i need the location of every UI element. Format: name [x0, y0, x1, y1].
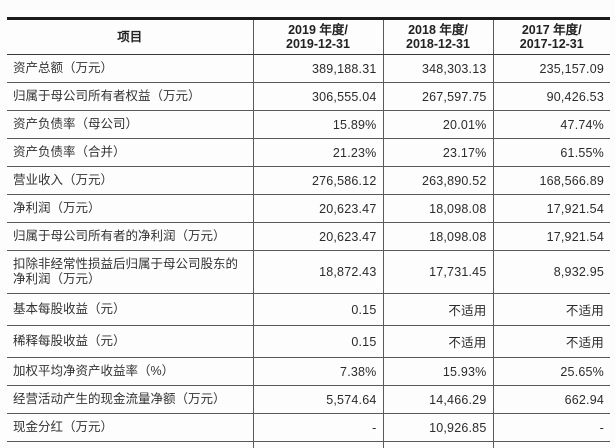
table-row-revenue: 营业收入（万元） 276,586.12 263,890.52 168,566.8… — [7, 166, 610, 195]
header-2019-line2: 2019-12-31 — [286, 37, 350, 51]
cell-2019: 0.15 — [253, 293, 384, 326]
row-label: 基本每股收益（元） — [7, 293, 254, 326]
cell-2019: 20,623.47 — [253, 194, 384, 223]
cell-2018: 263,890.52 — [383, 166, 494, 195]
cell-2018: 不适用 — [383, 325, 494, 358]
cell-2019: 5,574.64 — [253, 385, 384, 414]
table-row-debt-ratio-parent: 资产负债率（母公司） 15.89% 20.01% 47.74% — [7, 110, 610, 139]
cell-2017: 47.74% — [493, 110, 610, 139]
cell-2017: 17,921.54 — [493, 194, 610, 223]
cell-2018: 20.01% — [383, 110, 494, 139]
header-2018: 2018 年度/ 2018-12-31 — [383, 18, 494, 55]
cell-2017: 不适用 — [493, 293, 610, 326]
cell-2017: 168,566.89 — [493, 166, 610, 195]
row-label: 经营活动产生的现金流量净额（万元） — [7, 385, 254, 414]
table-row-diluted-eps: 稀释每股收益（元） 0.15 不适用 不适用 — [7, 325, 610, 358]
cell-2019: 15.89% — [253, 110, 384, 139]
cell-2017: 不适用 — [493, 325, 610, 358]
cell-2018: 15.93% — [383, 357, 494, 386]
cell-2017: 662.94 — [493, 385, 610, 414]
header-2017-line2: 2017-12-31 — [519, 37, 584, 51]
row-label: 加权平均净资产收益率（%） — [7, 357, 254, 386]
cell-2018: 348,303.13 — [383, 54, 494, 83]
header-item: 项目 — [7, 18, 254, 55]
header-2019-line1: 2019 年度/ — [288, 23, 348, 37]
cell-2019: 20,623.47 — [253, 222, 384, 251]
header-item-label: 项目 — [117, 30, 143, 44]
table-row-net-profit-excl-nonrecurring: 扣除非经常性损益后归属于母公司股东的净利润（万元） 18,872.43 17,7… — [7, 250, 610, 294]
header-2017-line1: 2017 年度/ — [521, 23, 582, 37]
row-label: 稀释每股收益（元） — [7, 325, 254, 358]
cell-2018: 267,597.75 — [383, 82, 494, 111]
table-row-total-assets: 资产总额（万元） 389,188.31 348,303.13 235,157.0… — [7, 54, 610, 83]
cell-2017: 8,932.95 — [493, 250, 610, 294]
table-row-operating-cash-flow: 经营活动产生的现金流量净额（万元） 5,574.64 14,466.29 662… — [7, 385, 610, 414]
cell-2019: 276,586.12 — [253, 166, 384, 195]
table-row-rd-ratio: 研发投入占营业收入的比例（%） 5.97% 4.48% 3.24% — [7, 441, 610, 448]
row-label: 净利润（万元） — [7, 194, 254, 223]
row-label: 归属于母公司所有者权益（万元） — [7, 82, 254, 111]
row-label: 现金分红（万元） — [7, 413, 254, 442]
header-2019: 2019 年度/ 2019-12-31 — [253, 18, 384, 55]
table-header: 项目 2019 年度/ 2019-12-31 2018 年度/ 2018-12-… — [7, 18, 610, 55]
cell-2018: 不适用 — [383, 293, 494, 326]
cell-2018: 10,926.85 — [383, 413, 494, 442]
row-label: 资产负债率（合并） — [7, 138, 254, 167]
cell-2018: 18,098.08 — [383, 222, 494, 251]
header-2018-line1: 2018 年度/ — [408, 23, 468, 37]
cell-2018: 23.17% — [383, 138, 494, 167]
cell-2017: 61.55% — [493, 138, 610, 167]
cell-2018: 4.48% — [383, 441, 494, 448]
header-row: 项目 2019 年度/ 2019-12-31 2018 年度/ 2018-12-… — [7, 18, 610, 55]
cell-2017: 17,921.54 — [493, 222, 610, 251]
table-row-cash-dividend: 现金分红（万元） - 10,926.85 - — [7, 413, 610, 442]
table-row-basic-eps: 基本每股收益（元） 0.15 不适用 不适用 — [7, 293, 610, 326]
cell-2019: 306,555.04 — [253, 82, 384, 111]
row-label: 扣除非经常性损益后归属于母公司股东的净利润（万元） — [7, 250, 254, 294]
cell-2017: 3.24% — [493, 441, 610, 448]
table-body: 资产总额（万元） 389,188.31 348,303.13 235,157.0… — [7, 54, 610, 448]
cell-2019: - — [253, 413, 384, 442]
table-row-parent-equity: 归属于母公司所有者权益（万元） 306,555.04 267,597.75 90… — [7, 82, 610, 111]
cell-2018: 17,731.45 — [383, 250, 494, 294]
cell-2019: 7.38% — [253, 357, 384, 386]
row-label: 归属于母公司所有者的净利润（万元） — [7, 222, 254, 251]
header-2018-line2: 2018-12-31 — [406, 37, 470, 51]
cell-2019: 5.97% — [253, 441, 384, 448]
cell-2017: 235,157.09 — [493, 54, 610, 83]
cell-2018: 18,098.08 — [383, 194, 494, 223]
row-label: 营业收入（万元） — [7, 166, 254, 195]
table-row-debt-ratio-consolidated: 资产负债率（合并） 21.23% 23.17% 61.55% — [7, 138, 610, 167]
cell-2019: 389,188.31 — [253, 54, 384, 83]
table-row-net-profit: 净利润（万元） 20,623.47 18,098.08 17,921.54 — [7, 194, 610, 223]
row-label: 研发投入占营业收入的比例（%） — [7, 441, 254, 448]
cell-2018: 14,466.29 — [383, 385, 494, 414]
financial-summary-table: 项目 2019 年度/ 2019-12-31 2018 年度/ 2018-12-… — [7, 17, 610, 448]
header-2017: 2017 年度/ 2017-12-31 — [493, 18, 610, 55]
cell-2017: - — [493, 413, 610, 442]
cell-2019: 18,872.43 — [253, 250, 384, 294]
table-row-net-profit-parent: 归属于母公司所有者的净利润（万元） 20,623.47 18,098.08 17… — [7, 222, 610, 251]
cell-2019: 21.23% — [253, 138, 384, 167]
cell-2017: 90,426.53 — [493, 82, 610, 111]
table-row-weighted-roe: 加权平均净资产收益率（%） 7.38% 15.93% 25.65% — [7, 357, 610, 386]
cell-2017: 25.65% — [493, 357, 610, 386]
cell-2019: 0.15 — [253, 325, 384, 358]
row-label: 资产总额（万元） — [7, 54, 254, 83]
row-label: 资产负债率（母公司） — [7, 110, 254, 139]
